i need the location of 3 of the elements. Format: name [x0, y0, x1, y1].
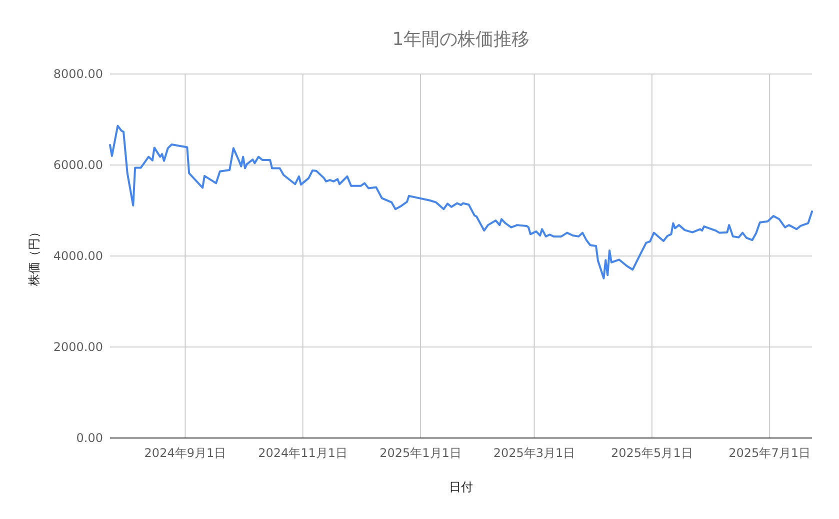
- title: 1年間の株価推移: [392, 29, 530, 50]
- xlabel: 日付: [449, 480, 473, 494]
- ylabel: 株価（円）: [27, 226, 41, 286]
